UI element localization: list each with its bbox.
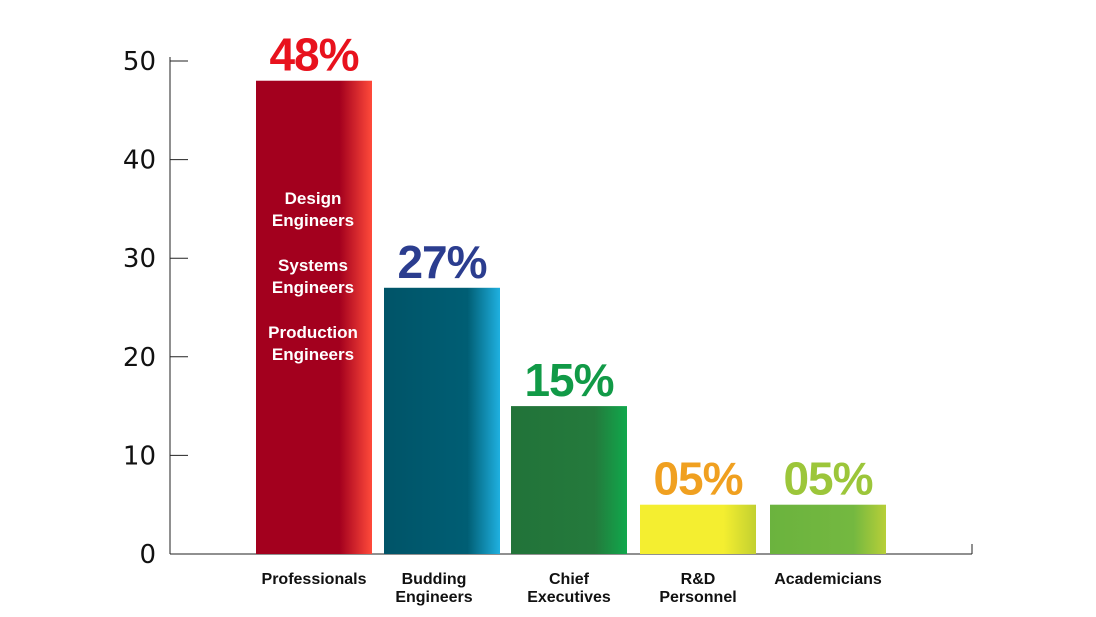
category-label: Chief Executives xyxy=(527,571,611,606)
category-label: Academicians xyxy=(774,571,882,588)
data-label: 15% xyxy=(524,354,613,406)
bar xyxy=(384,287,500,554)
category-label: Professionals xyxy=(262,571,367,588)
bar xyxy=(640,504,756,554)
data-label: 48% xyxy=(269,29,358,81)
bars xyxy=(256,80,886,554)
bar xyxy=(770,504,886,554)
labels: 48% Professionals 27% Budding Engineers 15% Ch… xyxy=(262,29,882,606)
y-tick-label: 30 xyxy=(123,244,156,274)
y-tick-label: 20 xyxy=(123,343,156,373)
bar xyxy=(511,406,627,554)
y-tick-label: 50 xyxy=(123,47,156,77)
data-label: 27% xyxy=(397,236,486,288)
category-label: Budding Engineers xyxy=(395,571,472,606)
y-tick-label: 40 xyxy=(123,146,156,176)
y-tick-label: 10 xyxy=(123,441,156,471)
data-label: 05% xyxy=(783,453,872,505)
bar-inner-text: Design Engineers Systems Engineers Productio… xyxy=(268,189,358,364)
data-label: 05% xyxy=(653,453,742,505)
bar xyxy=(256,80,372,554)
category-label: R&D Personnel xyxy=(659,571,736,606)
axes: 0 10 20 30 40 50 xyxy=(123,47,973,570)
y-tick-label: 0 xyxy=(139,540,156,570)
